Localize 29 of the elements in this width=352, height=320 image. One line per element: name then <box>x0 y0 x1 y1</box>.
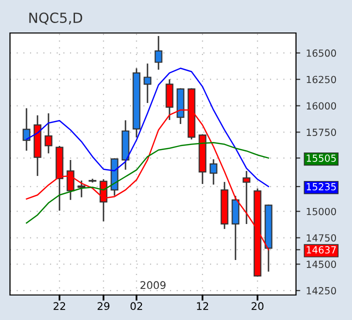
candlestick <box>100 179 108 222</box>
y-tick-label: 15000 <box>306 208 336 216</box>
candlestick <box>210 159 218 185</box>
y-tick-label: 14637 <box>306 246 336 254</box>
y-tick-label: 14750 <box>306 234 336 242</box>
candlestick <box>78 180 86 198</box>
x-tick-label: 22 <box>54 302 66 310</box>
y-tick-label: 16500 <box>306 49 336 57</box>
chart-title: NQC5,D <box>29 12 82 25</box>
candlestick <box>242 170 250 224</box>
candlestick <box>144 64 152 103</box>
candlestick <box>44 113 52 154</box>
x-tick-label: 29 <box>98 302 110 310</box>
y-tick-label: 15505 <box>306 154 336 162</box>
y-tick-label: 14500 <box>306 260 336 268</box>
candlestick <box>66 160 74 200</box>
y-tick-label: 15750 <box>306 128 336 136</box>
candlestick <box>154 36 162 70</box>
candlestick <box>22 108 30 151</box>
x-tick-label: 02 <box>130 302 142 310</box>
x-tick-label: 12 <box>197 302 208 310</box>
annotation: 2009 <box>140 281 166 290</box>
y-tick-label: 16000 <box>306 102 336 110</box>
y-tick-label: 16250 <box>306 76 336 84</box>
candlestick <box>232 196 240 260</box>
y-tick-label: 14250 <box>306 287 336 294</box>
x-tick-label: 20 <box>252 302 264 310</box>
line-series <box>26 142 270 224</box>
y-tick-label: 15235 <box>306 183 336 190</box>
